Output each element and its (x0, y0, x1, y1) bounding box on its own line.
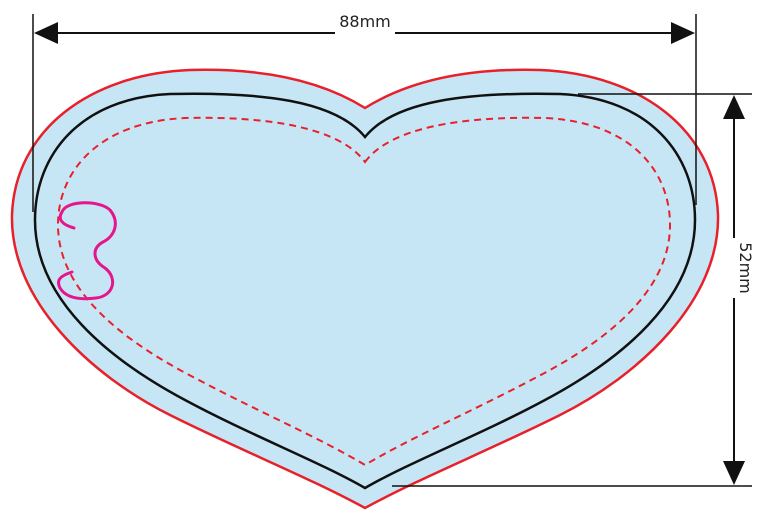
hanger-hole-outline (57, 201, 117, 301)
trim-line (33, 92, 697, 490)
height-label-background (724, 238, 746, 298)
height-arrow-bottom (723, 461, 745, 485)
width-arrow-left (34, 22, 58, 44)
outer-cut-line (10, 68, 720, 510)
width-label-background (335, 20, 395, 46)
width-label: 88mm (339, 12, 391, 31)
safe-line (56, 116, 672, 467)
width-arrow-right (671, 22, 695, 44)
height-label: 52mm (736, 242, 755, 294)
height-arrow-top (723, 95, 745, 119)
